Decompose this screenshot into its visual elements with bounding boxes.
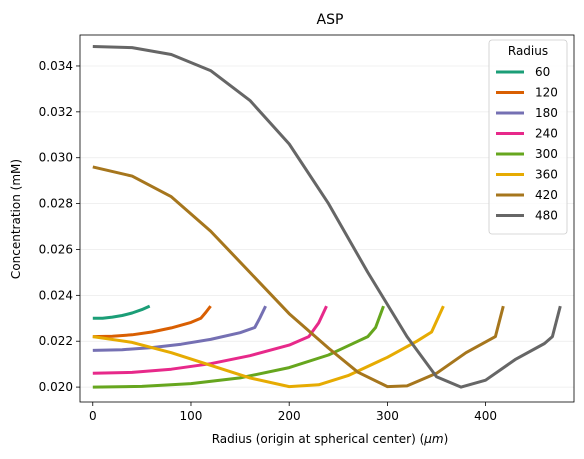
legend-label: 480 [535,209,558,223]
legend-label: 120 [535,86,558,100]
y-tick-label: 0.030 [39,151,73,165]
x-tick-label: 200 [278,409,301,423]
x-tick-label: 100 [180,409,203,423]
legend-label: 60 [535,65,550,79]
y-axis: 0.020 0.022 0.024 0.026 0.028 0.030 0.032 0.034 [39,59,80,394]
series-layer [92,45,562,389]
series-line-60 [92,304,151,320]
series-line-420 [92,165,505,389]
legend-label: 180 [535,106,558,120]
legend-label: 360 [535,168,558,182]
y-tick-label: 0.020 [39,380,73,394]
x-tick-label: 0 [89,409,97,423]
x-tick-label: 400 [474,409,497,423]
legend-title: Radius [508,44,548,58]
y-tick-label: 0.024 [39,288,73,302]
y-axis-label: Concentration (mM) [9,159,23,279]
series-line-480 [92,45,562,389]
y-tick-label: 0.032 [39,105,73,119]
x-axis: 0 100 200 300 400 [89,402,497,423]
y-tick-label: 0.034 [39,59,73,73]
legend: Radius 60 120 180 240 300 360 420 480 [488,39,568,235]
series-line-300 [92,305,385,389]
series-line-180 [92,305,267,352]
x-tick-label: 300 [376,409,399,423]
chart-title: ASP [317,12,344,28]
series-line-360 [92,305,445,389]
plot-frame [79,34,575,403]
legend-label: 420 [535,188,558,202]
y-tick-label: 0.028 [39,197,73,211]
x-axis-label: Radius (origin at spherical center) (μm) [212,432,449,446]
legend-label: 240 [535,127,558,141]
y-tick-label: 0.022 [39,334,73,348]
series-line-120 [92,305,212,339]
y-tick-label: 0.026 [39,242,73,256]
series-line-240 [92,305,328,375]
legend-label: 300 [535,147,558,161]
legend-box [488,39,568,235]
